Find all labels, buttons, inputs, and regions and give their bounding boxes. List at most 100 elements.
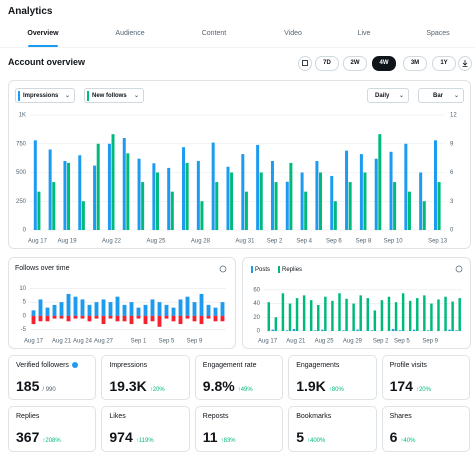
range-button[interactable]: 7D bbox=[315, 56, 339, 71]
bar bbox=[359, 295, 362, 331]
dropdown-label: Daily bbox=[375, 93, 390, 99]
series-swatch bbox=[87, 91, 89, 101]
x-tick-label: Aug 29 bbox=[343, 339, 363, 345]
range-button[interactable]: 1Y bbox=[432, 56, 456, 71]
stat-label: Shares bbox=[389, 413, 412, 420]
stat-change: ↑83% bbox=[220, 438, 236, 444]
x-tick-label: Sep 8 bbox=[356, 239, 372, 245]
stat-value: 974 bbox=[109, 429, 133, 445]
bar bbox=[152, 163, 156, 230]
bar bbox=[444, 296, 447, 331]
range-button[interactable]: 4W bbox=[372, 56, 396, 71]
bar bbox=[281, 293, 285, 331]
tab[interactable]: Video bbox=[284, 30, 302, 37]
x-tick-label: Sep 1 bbox=[131, 339, 147, 345]
bar bbox=[107, 143, 111, 230]
tab-indicator bbox=[28, 45, 58, 47]
section-title: Account overview bbox=[8, 57, 86, 67]
stat-label: Profile visits bbox=[389, 362, 427, 369]
tab[interactable]: Spaces bbox=[426, 30, 450, 37]
bar bbox=[430, 303, 433, 331]
range-button[interactable]: 3M bbox=[403, 56, 427, 71]
bar bbox=[292, 328, 296, 331]
bar bbox=[366, 298, 370, 331]
range-button[interactable]: 2W bbox=[343, 56, 367, 71]
bar bbox=[126, 153, 130, 230]
bar bbox=[448, 329, 451, 331]
bar bbox=[319, 172, 323, 230]
bar bbox=[427, 330, 430, 331]
bar bbox=[31, 315, 36, 325]
bar bbox=[226, 166, 230, 230]
bar bbox=[304, 191, 308, 230]
bar bbox=[389, 151, 393, 230]
tab[interactable]: Live bbox=[357, 30, 371, 37]
bar bbox=[59, 302, 64, 316]
legend-label: New follows bbox=[92, 93, 127, 99]
interval-dropdown[interactable]: Daily ⌄ bbox=[367, 88, 409, 103]
bar bbox=[289, 162, 293, 230]
x-tick-label: Aug 17 bbox=[28, 239, 48, 245]
bar bbox=[451, 301, 454, 331]
bar bbox=[348, 182, 352, 230]
stat-change: ↑20% bbox=[149, 387, 165, 393]
bar bbox=[200, 201, 204, 230]
bar bbox=[433, 140, 437, 230]
metric-dropdown[interactable]: New follows ⌄ bbox=[84, 88, 144, 103]
legend-label: Replies bbox=[282, 267, 303, 274]
bar bbox=[455, 330, 458, 331]
style-dropdown[interactable]: Bar ⌄ bbox=[418, 88, 464, 103]
bar bbox=[285, 330, 289, 331]
bar bbox=[66, 315, 71, 322]
info-icon[interactable] bbox=[219, 265, 227, 273]
bar bbox=[155, 172, 159, 230]
legend-item: Posts bbox=[251, 266, 270, 273]
x-tick-label: Sep 5 bbox=[159, 339, 175, 345]
stat-card: Reposts 11 ↑83% bbox=[194, 406, 284, 452]
bar bbox=[115, 296, 120, 316]
bar bbox=[185, 315, 190, 319]
stat-value: 1.9K bbox=[296, 378, 326, 394]
bar bbox=[458, 298, 461, 331]
tab[interactable]: Audience bbox=[115, 30, 145, 37]
tab[interactable]: Content bbox=[201, 30, 227, 37]
bar bbox=[178, 299, 183, 316]
bar bbox=[387, 296, 391, 331]
stat-label: Engagement rate bbox=[202, 362, 257, 369]
bar bbox=[137, 158, 141, 230]
bar bbox=[101, 315, 106, 325]
bar bbox=[73, 315, 78, 319]
bar bbox=[338, 293, 341, 331]
x-tick-label: Aug 17 bbox=[24, 339, 44, 345]
stat-change: ↑20% bbox=[415, 387, 431, 393]
bar bbox=[352, 303, 355, 331]
bar bbox=[356, 329, 359, 331]
bar bbox=[398, 330, 402, 331]
bar bbox=[171, 315, 176, 322]
bar bbox=[374, 158, 378, 230]
stat-change: ↑49% bbox=[237, 387, 253, 393]
bar bbox=[373, 310, 377, 331]
stat-card: Profile visits 174 ↑20% bbox=[381, 355, 470, 400]
bar bbox=[52, 315, 57, 319]
bar bbox=[437, 182, 441, 230]
stat-value: 5 bbox=[296, 429, 304, 445]
info-icon[interactable] bbox=[455, 265, 463, 273]
y-tick-label: 6 bbox=[450, 170, 454, 176]
bar bbox=[185, 162, 189, 230]
y-tick-label: 750 bbox=[16, 141, 27, 147]
metric-dropdown[interactable]: Impressions ⌄ bbox=[15, 88, 75, 103]
y-tick-label: 1K bbox=[19, 113, 26, 119]
stat-value: 11 bbox=[202, 429, 218, 445]
bar bbox=[171, 307, 176, 316]
bar bbox=[59, 315, 64, 319]
y-tick-label: 5 bbox=[23, 300, 27, 306]
calendar-button[interactable] bbox=[298, 56, 312, 71]
bar bbox=[93, 165, 97, 230]
stat-card: Likes 974 ↑119% bbox=[101, 406, 190, 452]
download-button[interactable] bbox=[458, 56, 472, 71]
chart-panel bbox=[242, 257, 471, 349]
bar bbox=[182, 147, 186, 230]
stat-label: Reposts bbox=[202, 413, 229, 420]
tab[interactable]: Overview bbox=[27, 30, 59, 37]
